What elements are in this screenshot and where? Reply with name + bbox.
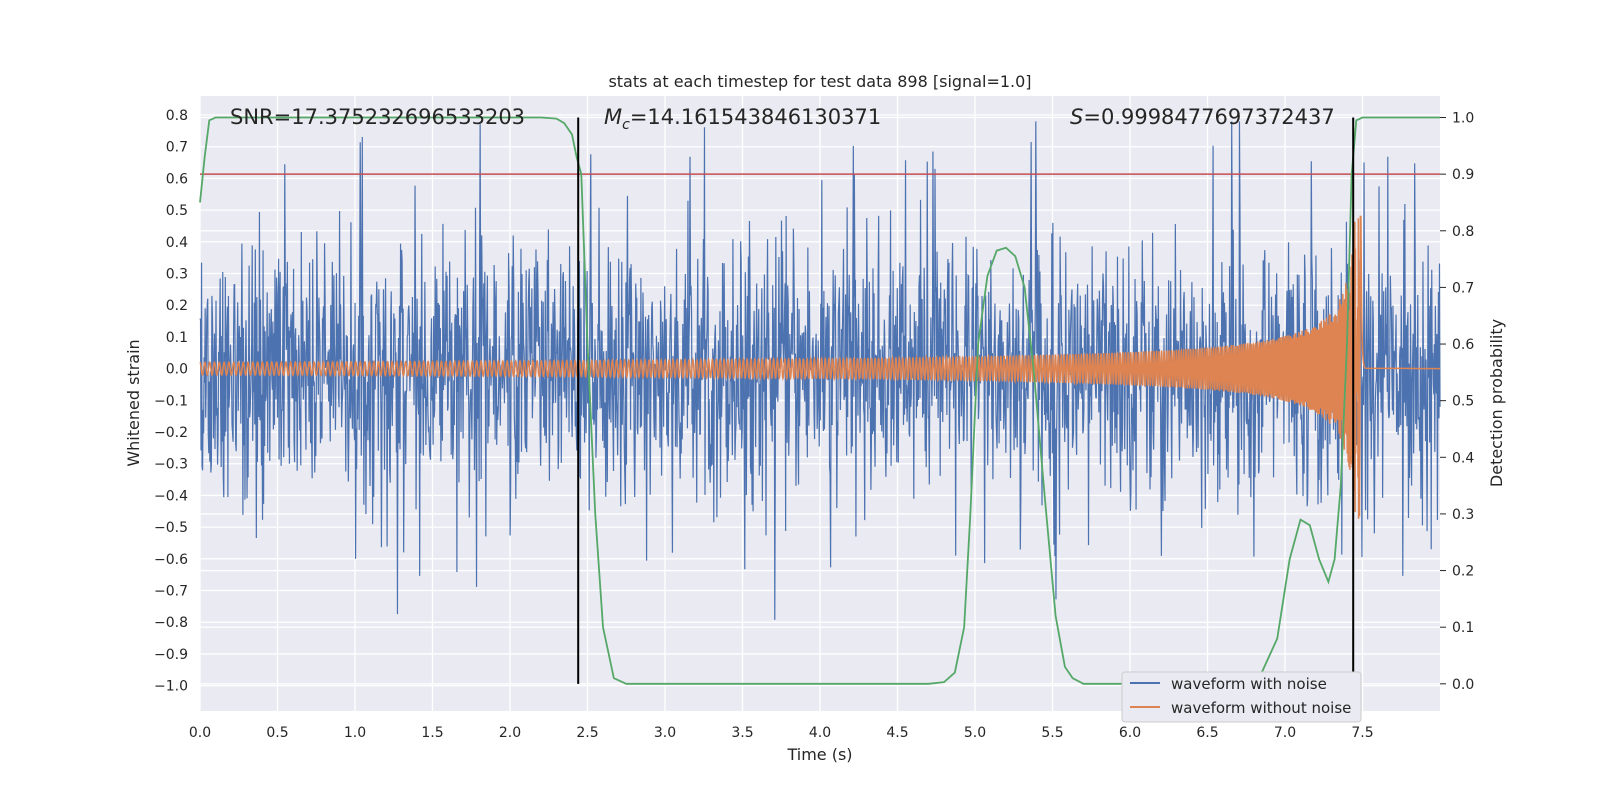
x-tick-label: 0.5 [266,725,288,741]
y-axis-label-left-text: Whitened strain [124,339,143,466]
series-detection-probability [199,116,1440,685]
legend-label-noise: waveform with noise [1171,675,1327,693]
y-left-tick-label: −0.6 [154,552,188,568]
annotation-snr: SNR=17.375232696533203 [230,105,525,129]
y-left-tick-label: −0.9 [154,647,188,663]
x-tick-label: 5.0 [964,725,986,741]
x-tick-label: 7.0 [1274,725,1296,741]
y-right-tick-label: 0.9 [1452,167,1474,183]
s-value: =0.9998477697372437 [1083,105,1334,129]
y-left-tick-label: 0.0 [166,362,188,378]
y-right-tick-label: 0.2 [1452,564,1474,580]
mc-value: =14.161543846130371 [630,105,881,129]
y-left-tick-label: 0.8 [166,108,188,124]
y-right-tick-label: 1.0 [1452,111,1474,127]
s-symbol: S [1070,105,1083,129]
annotation-chirp-mass: Mc=14.161543846130371 [604,105,881,133]
y-right-tick-label: 0.1 [1452,620,1474,636]
y-left-tick-label: −0.8 [154,615,188,631]
y-right-tick-label: 0.8 [1452,224,1474,240]
y-left-tick-label: −0.5 [154,520,188,536]
vertical-markers [577,117,1355,684]
x-tick-label: 0.0 [189,725,211,741]
x-tick-label: 5.5 [1041,725,1063,741]
legend-label-clean: waveform without noise [1171,699,1351,717]
x-tick-label: 6.5 [1196,725,1218,741]
probability-line [199,116,1440,685]
x-tick-label: 4.0 [809,725,831,741]
y-right-tick-label: 0.7 [1452,280,1474,296]
axis-ticks: 0.0 0.5 1.0 1.5 2.0 2.5 3.0 3.5 4.0 4.5 5.0 5.5 6.0 6… [154,108,1474,741]
y-left-tick-label: 0.5 [166,203,188,219]
x-tick-label: 1.5 [421,725,443,741]
y-left-tick-label: 0.1 [166,330,188,346]
series-waveform-with-noise [199,121,1441,620]
y-left-tick-label: −1.0 [154,679,188,695]
y-left-tick-label: 0.7 [166,140,188,156]
clean-waveform-line [199,215,1441,519]
mc-subscript: c [622,117,630,133]
x-tick-label: 7.5 [1351,725,1373,741]
noise-waveform-line [199,121,1441,620]
mc-symbol: M [604,105,622,129]
x-tick-label: 2.5 [576,725,598,741]
y-left-tick-label: −0.7 [154,584,188,600]
y-left-tick-label: −0.1 [154,393,188,409]
x-tick-label: 3.0 [654,725,676,741]
y-right-tick-label: 0.5 [1452,394,1474,410]
x-tick-label: 2.0 [499,725,521,741]
legend: waveform with noise waveform without noi… [1121,671,1362,723]
y-left-tick-label: 0.6 [166,171,188,187]
y-axis-label-right: Detection probability [1487,319,1506,487]
y-right-tick-label: 0.0 [1452,677,1474,693]
y-left-tick-label: 0.4 [166,235,188,251]
y-left-tick-label: 0.2 [166,298,188,314]
x-tick-label: 3.5 [731,725,753,741]
y-right-tick-label: 0.6 [1452,337,1474,353]
x-tick-label: 1.0 [344,725,366,741]
series-waveform-without-noise [199,215,1441,519]
y-left-tick-label: −0.2 [154,425,188,441]
y-left-tick-label: −0.3 [154,457,188,473]
chart-title: stats at each timestep for test data 898… [608,72,1031,91]
x-tick-label: 4.5 [886,725,908,741]
y-right-tick-label: 0.4 [1452,450,1474,466]
legend-box [1121,671,1362,723]
annotation-score: S=0.9998477697372437 [1070,105,1335,129]
x-axis-label: Time (s) [786,745,852,764]
y-left-tick-label: 0.3 [166,267,188,283]
y-right-tick-label: 0.3 [1452,507,1474,523]
x-tick-label: 6.0 [1119,725,1141,741]
y-left-tick-label: −0.4 [154,488,188,504]
